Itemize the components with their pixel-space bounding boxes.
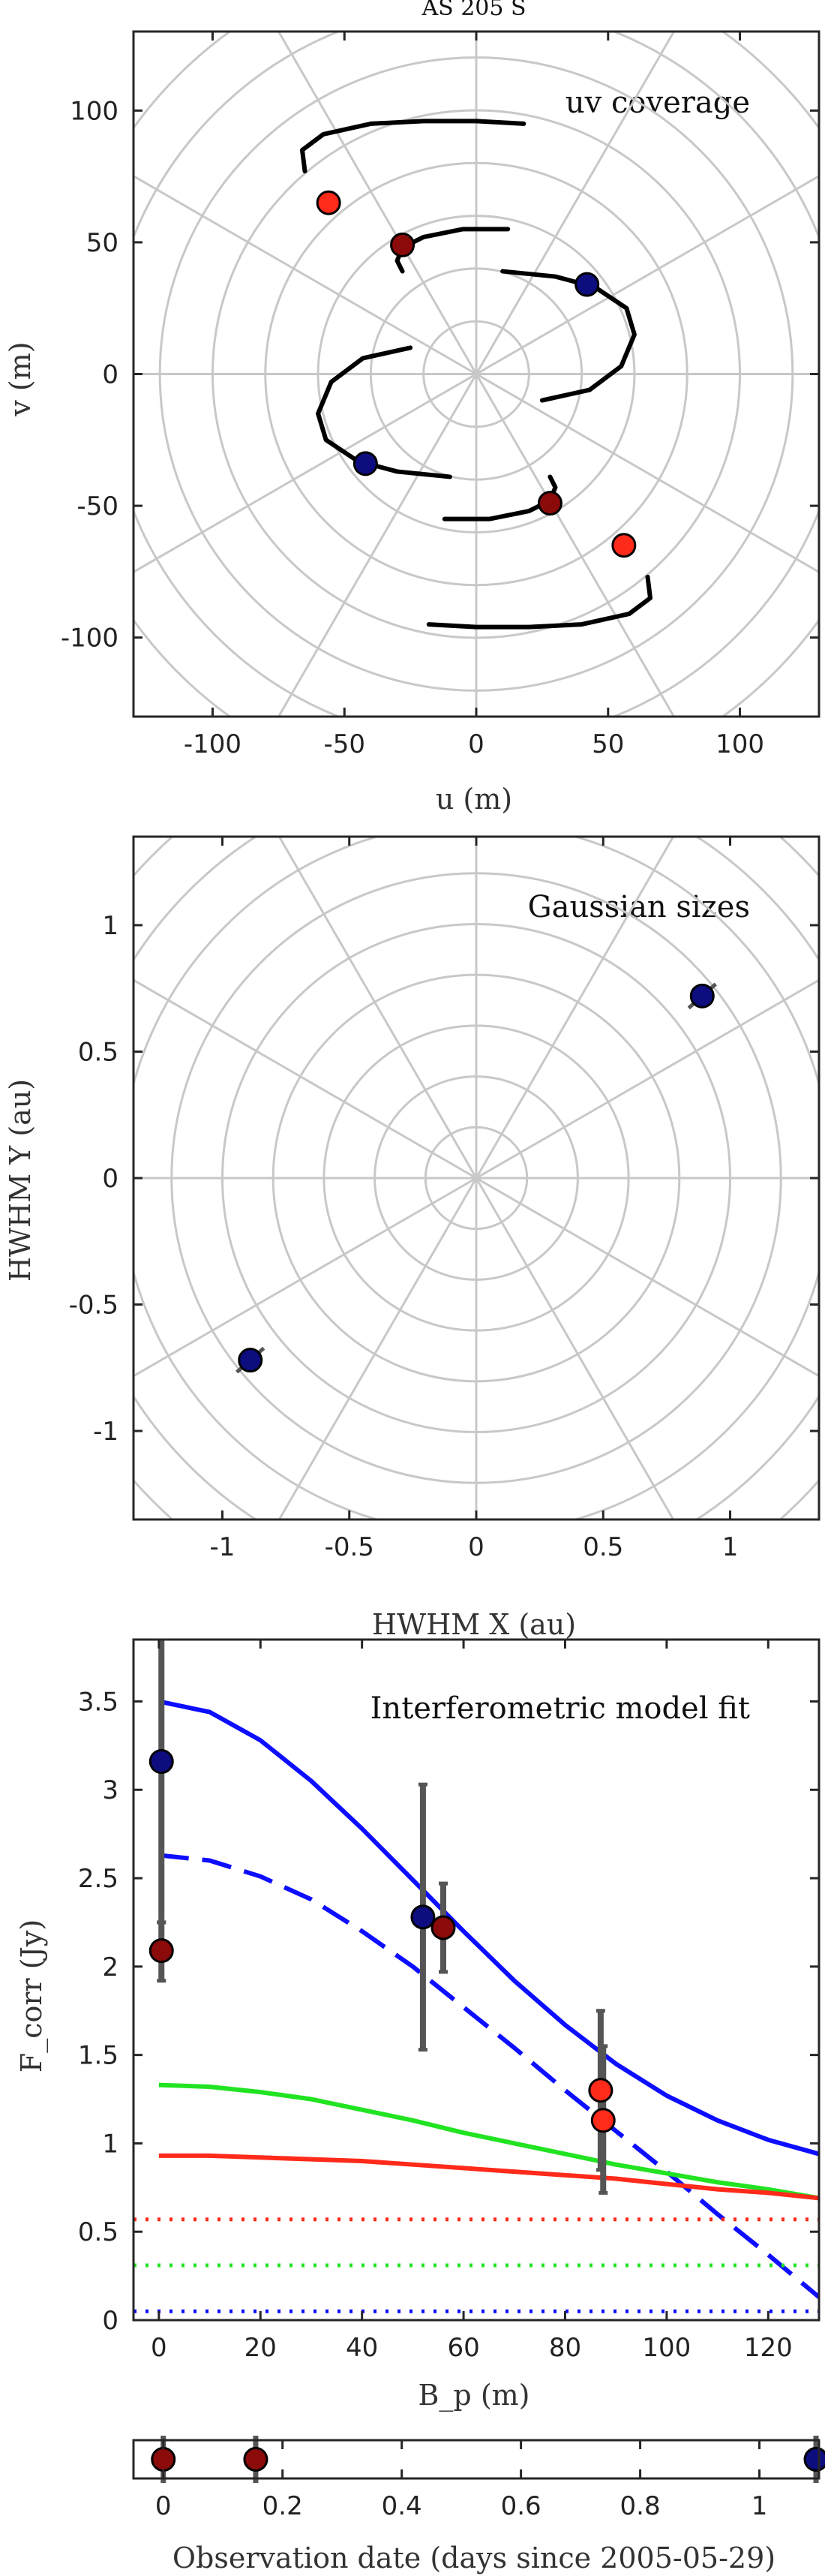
date-point	[243, 2447, 268, 2472]
uv-y-axis-label: v (m)	[4, 341, 37, 416]
fit-y-tick-label: 1.5	[78, 2041, 118, 2071]
uv-track-line	[426, 574, 653, 630]
fit-plot-area	[134, 1640, 819, 2313]
dates-frame	[132, 2439, 820, 2480]
fit-x-axis-label: B_p (m)	[418, 2379, 530, 2412]
uv-x-axis-label: u (m)	[436, 783, 512, 816]
uv-grid-spoke	[134, 174, 819, 574]
uv-track-line	[316, 345, 452, 479]
uv-y-tick-label: 50	[86, 228, 118, 258]
fit-x-tick-label: 40	[346, 2333, 378, 2363]
fit-y-tick-label: 1	[102, 2129, 118, 2159]
gaussian-point	[238, 1348, 263, 1373]
date-point	[803, 2447, 825, 2472]
gauss-x-tick-label: -1	[210, 1532, 236, 1562]
gauss-x-tick-label: -0.5	[325, 1532, 374, 1562]
gaussian-x-axis-label: HWHM X (au)	[372, 1608, 576, 1641]
fit-y-tick-label: 0.5	[78, 2217, 118, 2247]
fit-y-tick-label: 2	[102, 1952, 118, 1982]
fit-y-axis-label: F_corr (Jy)	[15, 1919, 49, 2073]
uv-x-tick-label: 100	[716, 729, 764, 759]
gauss-grid-spoke	[134, 978, 819, 1378]
uv-point	[390, 232, 416, 257]
uv-x-tick-label: -50	[323, 729, 365, 759]
gauss-grid-spoke	[278, 837, 675, 1519]
fit-x-tick-label: 0	[151, 2333, 167, 2363]
fit-y-tick-label: 0	[102, 2306, 118, 2336]
model-fit-panel: Interferometric model fit B_p (m) F_corr…	[15, 1638, 820, 2412]
uv-track-line	[299, 119, 526, 174]
fit-measurement-point	[148, 1938, 174, 1964]
gauss-y-tick-label: 1	[102, 911, 118, 941]
fit-y-tick-label: 3.5	[78, 1687, 118, 1717]
uv-y-tick-label: -50	[76, 491, 118, 522]
date-point	[151, 2447, 176, 2472]
fit-series-red-solid	[158, 2153, 819, 2201]
fit-x-tick-label: 80	[549, 2333, 581, 2363]
fit-y-tick-label: 3	[102, 1775, 118, 1805]
fit-measurement-point	[430, 1915, 456, 1940]
dates-x-tick-label: 0.6	[501, 2491, 542, 2521]
gauss-x-tick-label: 1	[722, 1532, 739, 1562]
dates-x-tick-label: 0	[155, 2491, 172, 2521]
dates-x-tick-label: 0.8	[620, 2491, 661, 2521]
observation-date-panel: Observation date (days since 2005-05-29)…	[132, 2436, 825, 2574]
fit-measurement-point	[588, 2078, 614, 2103]
uv-track-line	[500, 269, 637, 403]
fit-measurement-point	[148, 1749, 174, 1775]
dates-x-axis-label: Observation date (days since 2005-05-29)	[172, 2541, 776, 2574]
uv-point	[352, 451, 378, 476]
gauss-y-tick-label: -1	[93, 1417, 118, 1447]
dates-x-tick-label: 1	[752, 2491, 768, 2521]
fit-x-tick-label: 60	[447, 2333, 479, 2363]
uv-point	[316, 190, 341, 215]
uv-polar-grid	[134, 32, 819, 717]
fit-measurement-point	[590, 2108, 616, 2133]
fit-measurement-point	[410, 1904, 436, 1930]
gauss-y-tick-label: 0	[102, 1164, 118, 1194]
fit-y-tick-label: 2.5	[78, 1864, 118, 1894]
fit-series-blue-solid	[158, 1699, 819, 2157]
gauss-grid-spoke	[278, 837, 675, 1519]
gauss-x-tick-label: 0	[468, 1532, 484, 1562]
fit-frame	[132, 1638, 820, 2322]
gaussian-y-axis-label: HWHM Y (au)	[4, 1079, 37, 1282]
uv-point	[611, 533, 637, 558]
uv-x-tick-label: 0	[468, 729, 484, 759]
fit-x-tick-label: 100	[642, 2333, 691, 2363]
uv-point	[574, 272, 600, 297]
fit-series-blue-dashed	[158, 1853, 819, 2299]
uv-y-tick-label: -100	[61, 624, 118, 654]
fit-series-green-solid	[158, 2082, 819, 2201]
uv-coverage-panel: uv coverage u (m) v (m) -100 -50 0 50 100-10…	[4, 30, 820, 816]
uv-x-tick-label: -100	[184, 729, 242, 759]
fit-x-tick-label: 20	[244, 2333, 277, 2363]
gaussian-point	[689, 983, 715, 1008]
gauss-x-tick-label: 0.5	[583, 1532, 623, 1562]
gauss-y-tick-label: 0.5	[78, 1037, 118, 1067]
uv-y-tick-label: 100	[70, 96, 118, 126]
dates-x-tick-label: 0.4	[382, 2491, 422, 2521]
uv-x-tick-label: 50	[592, 729, 624, 759]
uv-y-tick-label: 0	[102, 360, 118, 390]
uv-grid-spoke	[134, 174, 819, 574]
uv-point	[537, 491, 562, 516]
figure-title: AS 205 S	[421, 0, 526, 21]
fit-x-tick-label: 120	[744, 2333, 793, 2363]
dates-x-tick-label: 0.2	[262, 2491, 303, 2521]
fit-panel-title: Interferometric model fit	[370, 1691, 750, 1726]
gauss-y-tick-label: -0.5	[69, 1291, 118, 1321]
